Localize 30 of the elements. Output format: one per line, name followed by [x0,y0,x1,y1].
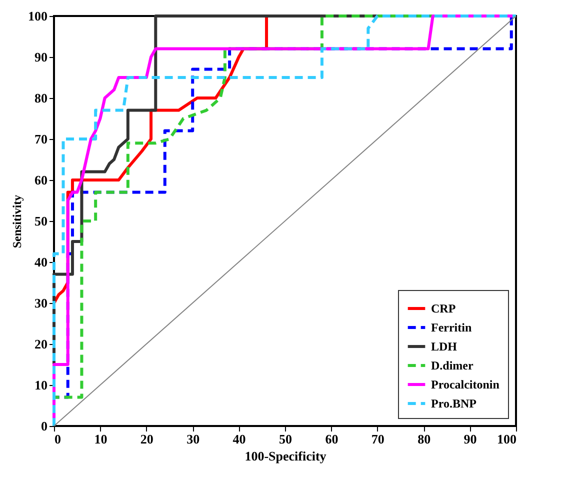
y-tick-label: 90 [34,50,48,64]
legend-label: Procalcitonin [431,378,500,392]
y-axis-title: Sensitivity [10,194,24,248]
x-axis-title: 100-Specificity [244,448,327,464]
y-tick-label: 100 [28,8,48,24]
y-tick-label: 80 [34,90,48,106]
legend-label: Ferritin [431,320,472,334]
x-tick-label: 0 [54,432,61,446]
legend-label: LDH [431,340,458,354]
x-tick-label: 20 [140,432,154,446]
x-tick-label: 50 [279,432,292,446]
x-tick-label: 40 [232,432,246,446]
y-tick-label: 60 [34,172,48,188]
y-tick-label: 40 [34,254,48,270]
y-tick-label: 10 [34,378,48,392]
x-tick-label: 100 [497,432,516,446]
x-tick-label: 80 [418,432,431,446]
legend-label: CRP [431,302,456,316]
legend-label: Pro.BNP [431,396,476,410]
y-tick-label: 70 [34,132,48,146]
x-tick-label: 10 [94,432,108,446]
y-tick-label: 20 [34,336,48,352]
x-tick-label: 70 [371,432,384,446]
x-tick-label: 90 [464,432,477,446]
legend-label: D.dimer [431,358,474,372]
y-tick-label: 50 [34,214,48,228]
y-tick-label: 30 [34,296,48,310]
x-tick-label: 60 [325,432,338,446]
y-tick-label: 0 [41,418,48,434]
x-tick-label: 30 [186,432,200,446]
